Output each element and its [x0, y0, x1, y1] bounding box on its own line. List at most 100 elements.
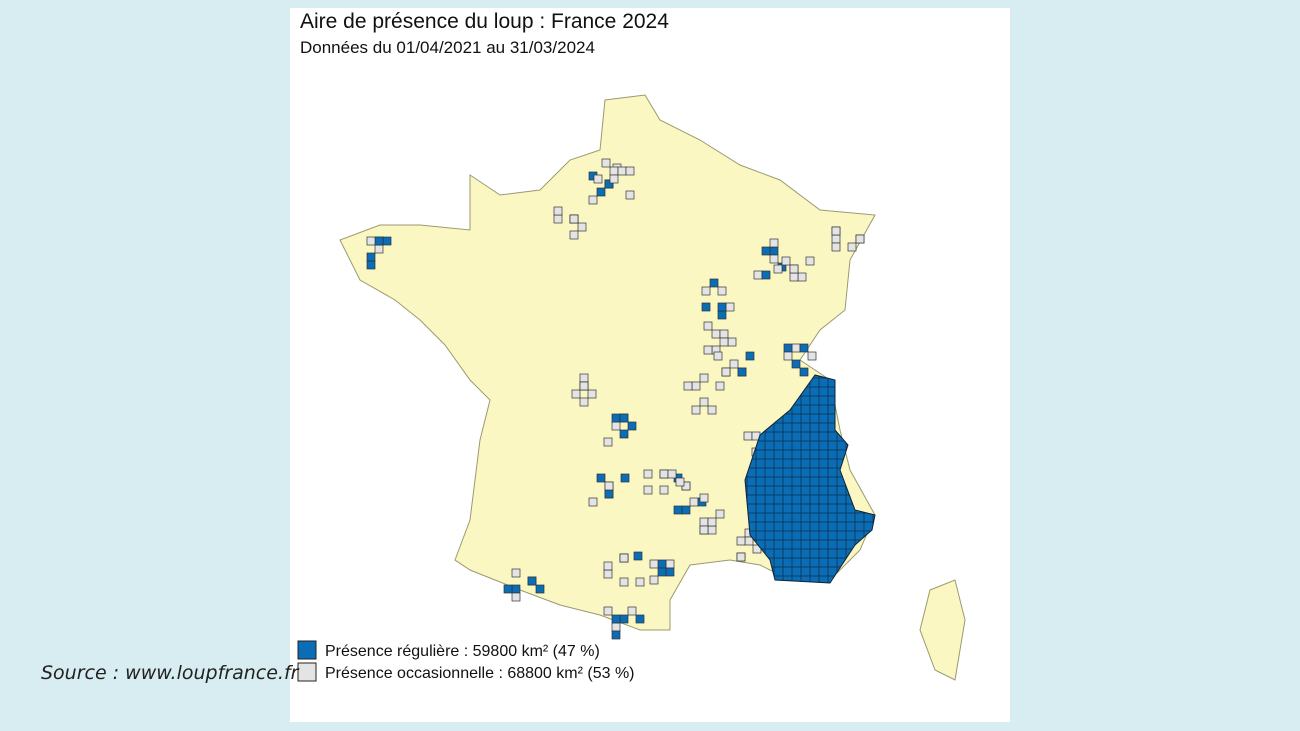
grid-square: [675, 477, 685, 487]
grid-square: [667, 469, 677, 479]
grid-square: [701, 302, 711, 312]
grid-square: [374, 236, 384, 246]
grid-square: [707, 525, 717, 535]
grid-square: [366, 260, 376, 270]
grid-square: [691, 405, 701, 415]
grid-square: [791, 343, 801, 353]
grid-square: [737, 367, 747, 377]
grid-square: [657, 559, 667, 569]
grid-square: [783, 351, 793, 361]
grid-square: [382, 236, 392, 246]
grid-square: [569, 214, 579, 224]
grid-square: [673, 505, 683, 515]
grid-square: [711, 329, 721, 339]
grid-square: [611, 614, 621, 624]
grid-square: [535, 584, 545, 594]
grid-square: [736, 536, 746, 546]
grid-square: [719, 329, 729, 339]
grid-square: [831, 226, 841, 236]
grid-square: [553, 206, 563, 216]
grid-square: [657, 567, 667, 577]
grid-square: [571, 389, 581, 399]
grid-square: [781, 256, 791, 266]
grid-square: [635, 614, 645, 624]
grid-square: [619, 429, 629, 439]
grid-square: [511, 584, 521, 594]
grid-square: [604, 481, 614, 491]
grid-square: [511, 592, 521, 602]
grid-square: [744, 536, 754, 546]
grid-square: [577, 222, 587, 232]
grid-square: [761, 246, 771, 256]
grid-square: [579, 381, 589, 391]
grid-square: [691, 381, 701, 391]
legend-label: Présence occasionnelle : 68800 km² (53 %…: [325, 665, 635, 682]
grid-square: [773, 264, 783, 274]
grid-square: [699, 373, 709, 383]
map-subtitle: Données du 01/04/2021 au 31/03/2024: [300, 38, 595, 57]
grid-square: [799, 367, 809, 377]
grid-square: [643, 485, 653, 495]
grid-square: [609, 174, 619, 184]
grid-square: [596, 187, 606, 197]
grid-square: [617, 166, 627, 176]
grid-square: [643, 469, 653, 479]
grid-square: [527, 576, 537, 586]
grid-square: [374, 244, 384, 254]
grid-square: [366, 252, 376, 262]
grid-square: [703, 321, 713, 331]
grid-square: [627, 606, 637, 616]
grid-square: [588, 195, 598, 205]
grid-square: [709, 278, 719, 288]
grid-square: [633, 551, 643, 561]
grid-square: [603, 606, 613, 616]
grid-square: [627, 421, 637, 431]
legend-swatch-occasional: [297, 662, 317, 682]
map-title: Aire de présence du loup : France 2024: [300, 10, 669, 33]
grid-square: [579, 373, 589, 383]
grid-square: [503, 584, 513, 594]
legend-swatch-regular: [297, 640, 317, 660]
grid-square: [715, 381, 725, 391]
corsica: [919, 579, 966, 681]
presence-squares: [366, 158, 865, 640]
grid-square: [553, 214, 563, 224]
grid-square: [625, 166, 635, 176]
grid-square: [649, 575, 659, 585]
grid-square: [743, 431, 753, 441]
grid-square: [596, 473, 606, 483]
grid-square: [736, 552, 746, 562]
grid-square: [603, 437, 613, 447]
grid-square: [603, 561, 613, 571]
grid-square: [511, 568, 521, 578]
grid-square: [761, 270, 771, 280]
regular-presence-zone: [744, 374, 876, 584]
grid-square: [791, 359, 801, 369]
grid-square: [635, 577, 645, 587]
grid-square: [719, 337, 729, 347]
grid-square: [601, 158, 611, 168]
france-mainland: [339, 94, 876, 631]
grid-square: [769, 254, 779, 264]
grid-square: [619, 614, 629, 624]
grid-square: [619, 413, 629, 423]
grid-square: [699, 517, 709, 527]
grid-square: [625, 190, 635, 200]
grid-square: [717, 286, 727, 296]
grid-square: [729, 359, 739, 369]
grid-square: [703, 345, 713, 355]
grid-square: [665, 567, 675, 577]
grid-square: [593, 174, 603, 184]
grid-square: [715, 509, 725, 519]
grid-square: [721, 367, 731, 377]
grid-square: [659, 469, 669, 479]
grid-square: [699, 397, 709, 407]
grid-square: [753, 270, 763, 280]
grid-square: [699, 493, 709, 503]
grid-square: [783, 343, 793, 353]
grid-square: [604, 489, 614, 499]
grid-square: [707, 405, 717, 415]
grid-square: [713, 351, 723, 361]
grid-square: [769, 238, 779, 248]
